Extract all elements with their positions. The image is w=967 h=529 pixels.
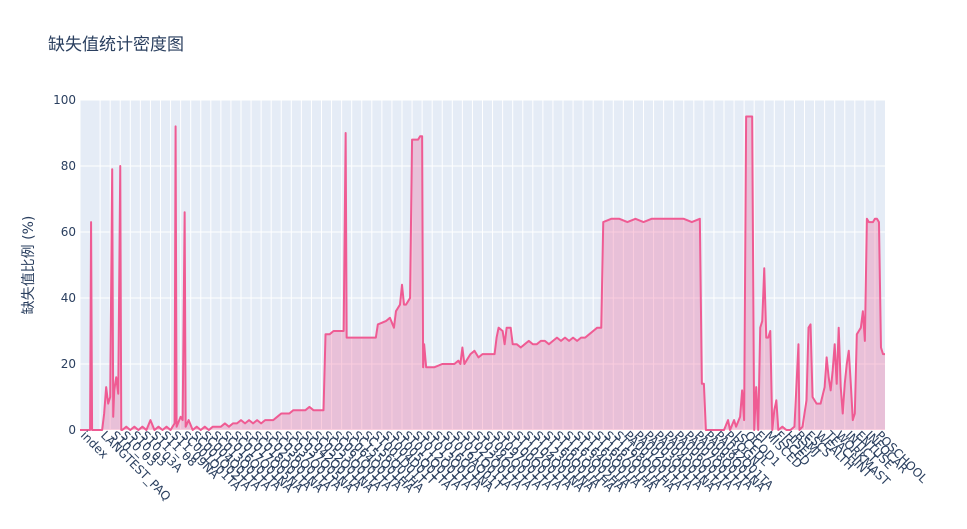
series-area [80, 115, 885, 431]
y-tick-label: 60 [61, 225, 76, 239]
y-tick-label: 0 [68, 423, 76, 437]
y-tick-label: 100 [53, 93, 76, 107]
area-fill [80, 116, 885, 430]
y-tick-label: 80 [61, 159, 76, 173]
y-tick-label: 40 [61, 291, 76, 305]
series-line [80, 115, 885, 431]
grid-lines [79, 99, 885, 431]
y-axis-label: 缺失值比例 (%) [21, 216, 37, 315]
chart-title: 缺失值统计密度图 [48, 35, 184, 55]
y-axis-ticks: 0 20 40 60 80 100 [53, 93, 76, 437]
y-tick-label: 20 [61, 357, 76, 371]
